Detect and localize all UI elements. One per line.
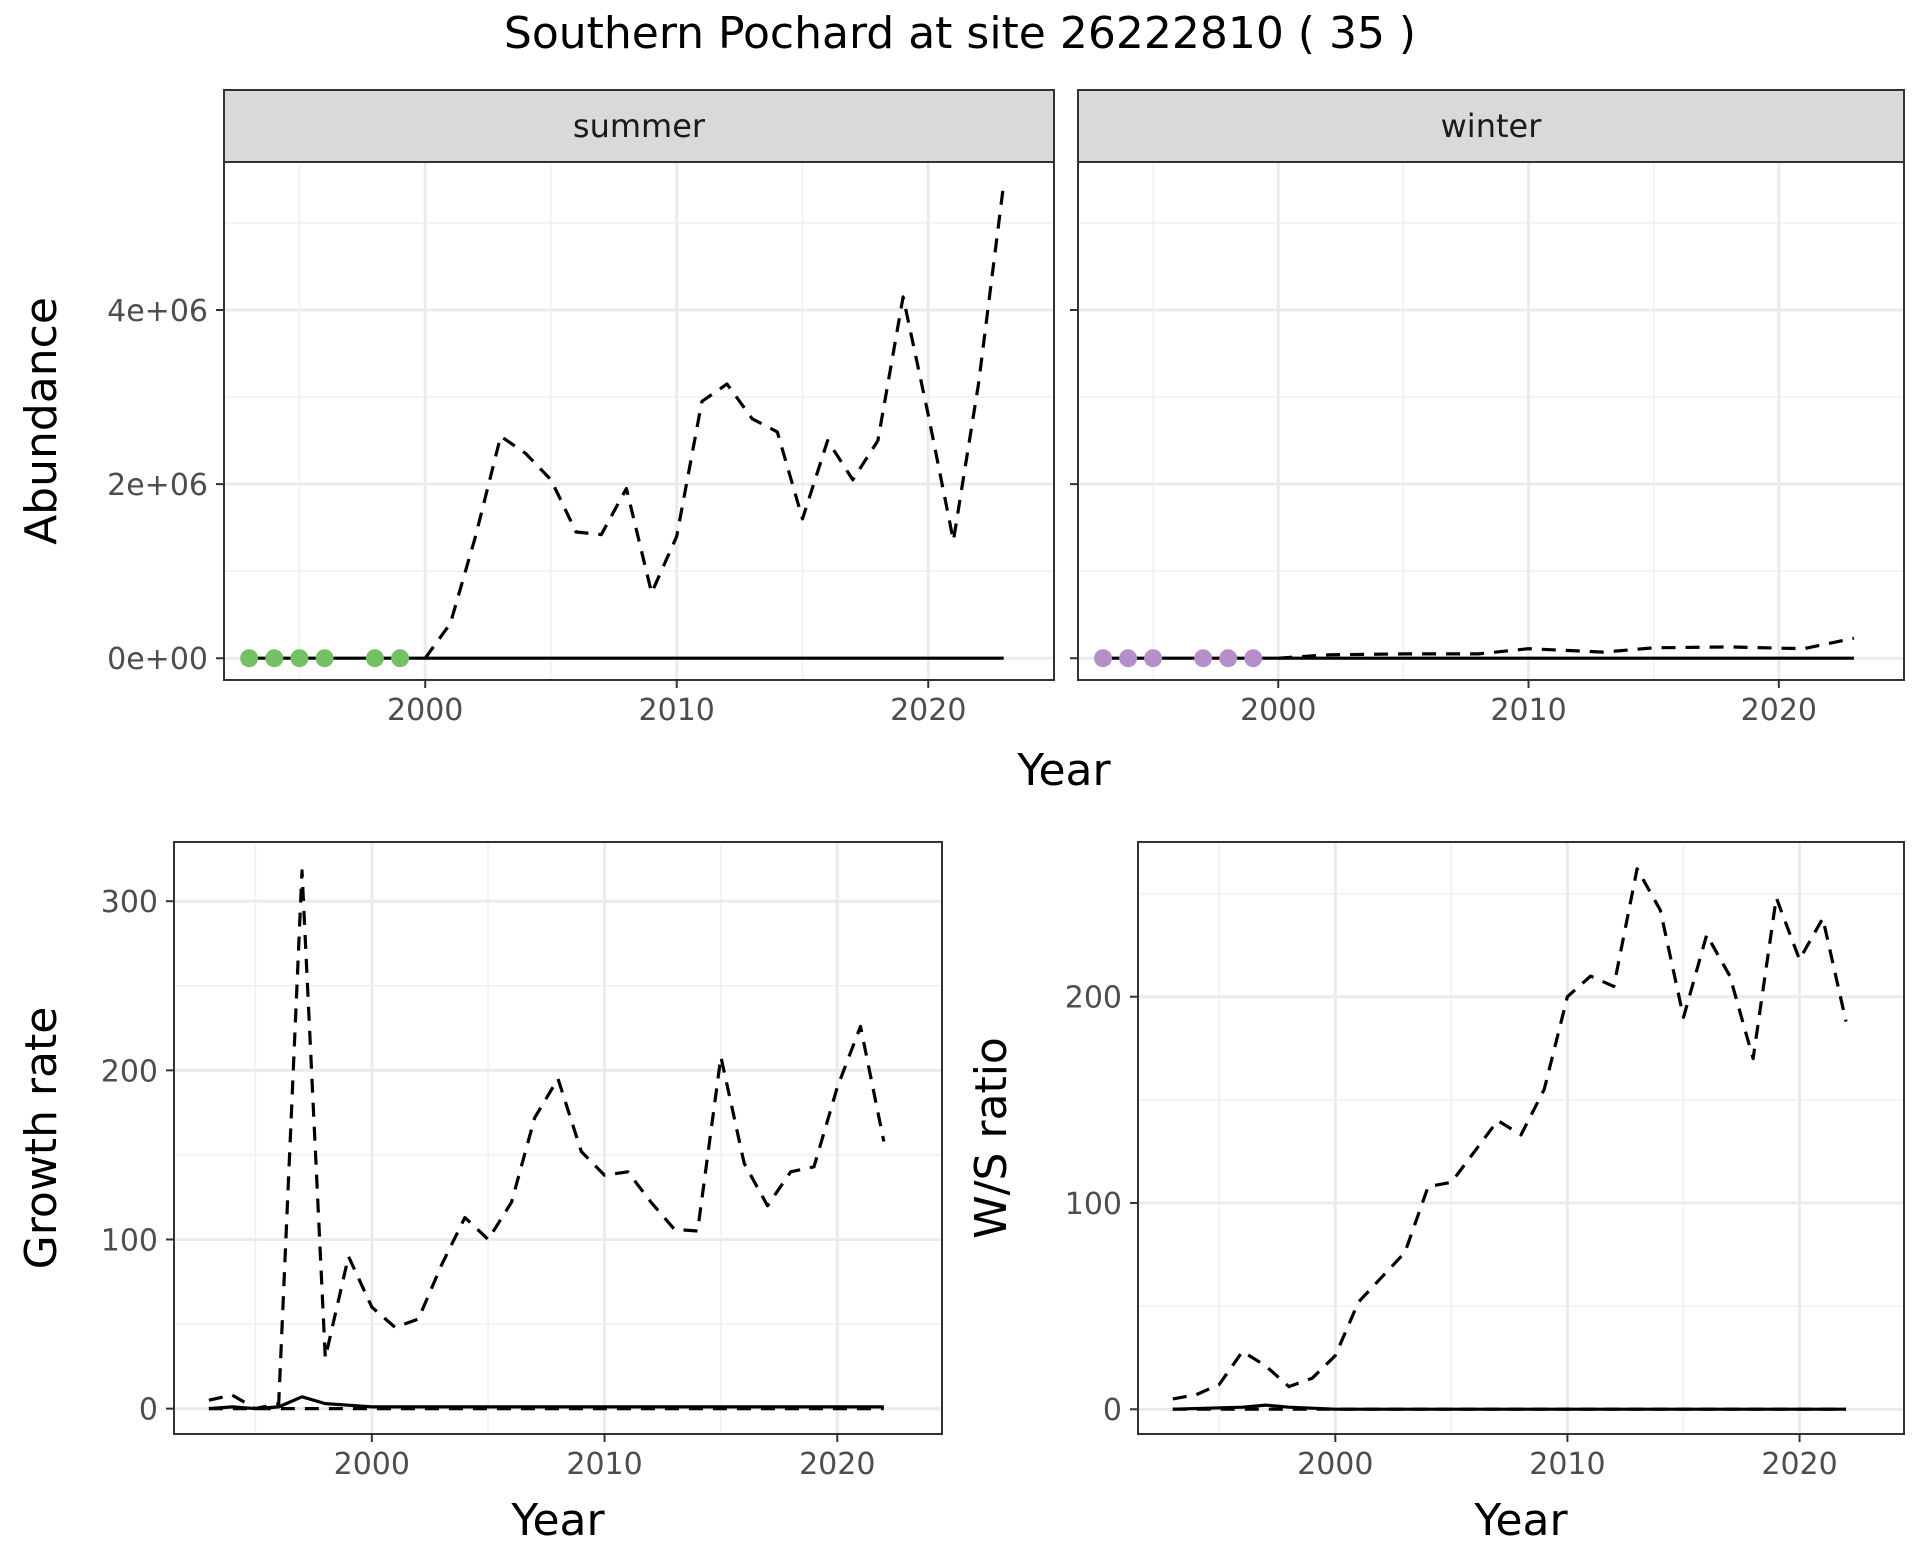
x-tick-label: 2020	[799, 1447, 875, 1482]
x-tick-label: 2010	[1490, 693, 1566, 728]
plot-winter-border	[1077, 161, 1905, 681]
growth-x-axis-title: Year	[510, 1495, 605, 1546]
panel-ws-ratio: 2000 2010 2020 0 100 200	[1065, 841, 1905, 1482]
y-tick-label: 200	[101, 1054, 158, 1089]
plot-summer-axes: 2000 2010 2020 0e+00 2e+06 4e+06	[107, 294, 966, 728]
dashed-series-line	[1278, 636, 1855, 660]
ws-y-axis-title: W/S ratio	[966, 1037, 1017, 1239]
x-tick-label: 2000	[1240, 693, 1316, 728]
plot-ws-border	[1137, 841, 1905, 1435]
y-tick-label: 0e+00	[107, 642, 208, 677]
data-point	[391, 649, 410, 668]
solid-series-line	[208, 1395, 884, 1411]
dashed-series-line	[423, 183, 1006, 660]
plot-winter-axes: 2000 2010 2020	[1070, 309, 1817, 728]
y-tick-label: 0	[139, 1393, 158, 1428]
dashed-series-line	[208, 869, 886, 1411]
panel-winter: winter 2000 2010 2020	[1070, 89, 1905, 728]
x-tick-label: 2020	[1741, 693, 1817, 728]
plot-growth-axes: 2000 2010 2020 0 100 200 300	[101, 885, 876, 1482]
y-tick-label: 300	[101, 885, 158, 920]
data-point	[365, 649, 384, 668]
top-x-axis-title: Year	[1016, 745, 1111, 796]
y-tick-label: 100	[101, 1223, 158, 1258]
plot-growth-series	[208, 869, 886, 1411]
x-tick-label: 2020	[1761, 1447, 1837, 1482]
y-tick-label: 4e+06	[107, 294, 208, 329]
plot-summer-border	[223, 161, 1055, 681]
data-point	[240, 649, 259, 668]
data-point	[1094, 649, 1113, 668]
x-tick-label: 2000	[334, 1447, 410, 1482]
dashed-series-line	[1172, 867, 1848, 1401]
x-tick-label: 2010	[566, 1447, 642, 1482]
strip-summer-background	[223, 89, 1055, 163]
plot-summer-series	[240, 183, 1006, 668]
y-tick-label: 2e+06	[107, 468, 208, 503]
plot-winter-background	[1078, 162, 1904, 680]
x-tick-label: 2000	[1297, 1447, 1373, 1482]
y-tick-label: 200	[1065, 981, 1122, 1016]
plot-growth-background	[174, 842, 942, 1434]
x-tick-label: 2010	[639, 693, 715, 728]
strip-summer-label: summer	[573, 107, 706, 145]
data-point	[290, 649, 309, 668]
data-point	[315, 649, 334, 668]
strip-winter-label: winter	[1441, 107, 1543, 145]
x-tick-label: 2020	[890, 693, 966, 728]
data-point	[1244, 649, 1263, 668]
plot-ws-axes: 2000 2010 2020 0 100 200	[1065, 981, 1838, 1482]
plot-ws-series	[1172, 867, 1848, 1411]
data-point	[1194, 649, 1213, 668]
x-tick-label: 2000	[387, 693, 463, 728]
plot-summer-background	[224, 162, 1054, 680]
panel-summer: summer 2000 2010 2020 0e+00 2e+06 4e+06	[107, 89, 1055, 728]
data-point	[1219, 649, 1238, 668]
y-tick-label: 0	[1103, 1393, 1122, 1428]
ws-x-axis-title: Year	[1473, 1495, 1568, 1546]
plot-winter-series	[1094, 636, 1855, 668]
growth-y-axis-title: Growth rate	[16, 1007, 67, 1270]
top-y-axis-title: Abundance	[16, 297, 67, 545]
plot-growth-border	[173, 841, 943, 1435]
y-tick-label: 100	[1065, 1187, 1122, 1222]
data-point	[1119, 649, 1138, 668]
plot-ws-grid	[1138, 842, 1904, 1434]
plot-ws-background	[1138, 842, 1904, 1434]
data-point	[1144, 649, 1163, 668]
panel-growth-rate: 2000 2010 2020 0 100 200 300	[101, 841, 943, 1482]
figure-title: Southern Pochard at site 26222810 ( 35 )	[504, 8, 1416, 59]
x-tick-label: 2010	[1529, 1447, 1605, 1482]
data-point	[265, 649, 284, 668]
